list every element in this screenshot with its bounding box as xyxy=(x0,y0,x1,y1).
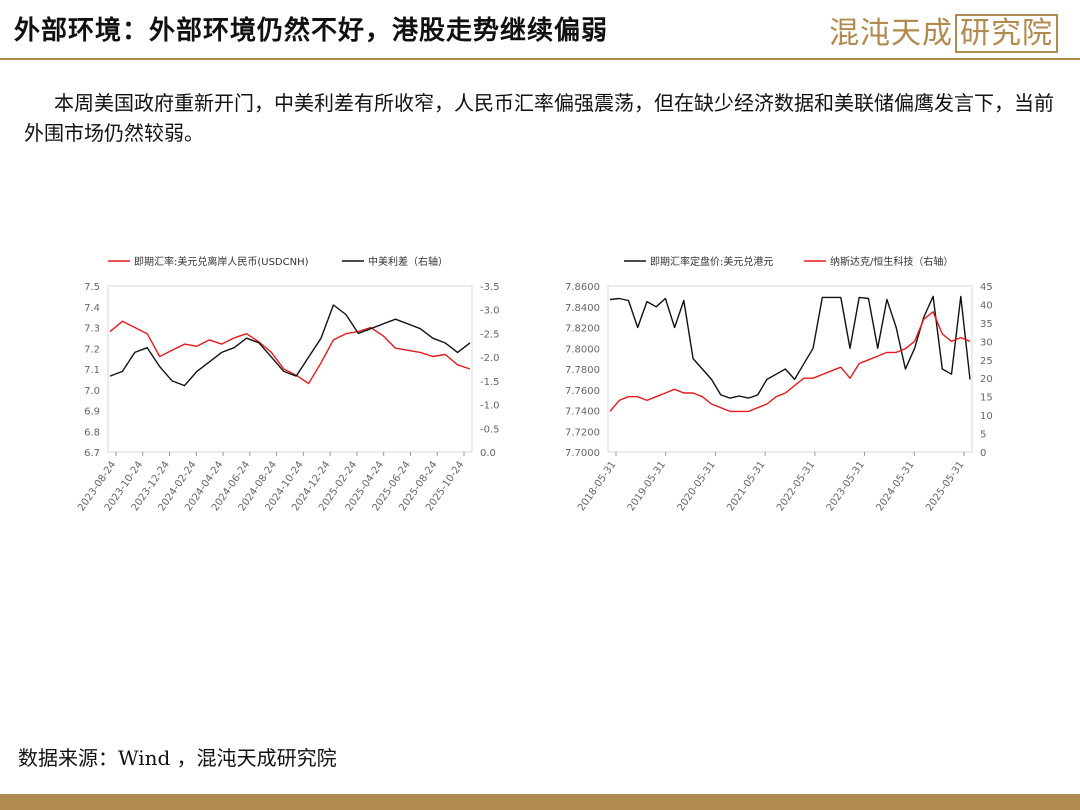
legend-label-0: 即期汇率定盘价:美元兑港元 xyxy=(650,255,773,268)
y-left-tick: 7.7200 xyxy=(565,427,600,438)
y-right-tick: -3.5 xyxy=(480,282,500,293)
chart-usdcnh-spread-svg: 即期汇率:美元兑离岸人民币(USDCNH) 中美利差（右轴） 7.5 7.4 7.3 7.… xyxy=(76,255,500,513)
x-tick-label: 2023-05-31 xyxy=(825,459,867,513)
y-left-tick: 7.7800 xyxy=(565,365,600,376)
legend-label-0: 即期汇率:美元兑离岸人民币(USDCNH) xyxy=(134,255,309,268)
y-right-tick: 45 xyxy=(980,282,993,293)
y-right-tick: -1.5 xyxy=(480,377,500,388)
y-right-tick: -3.0 xyxy=(480,306,500,317)
series-line-1 xyxy=(609,311,971,413)
y-left-tick: 7.8000 xyxy=(565,344,600,355)
legend-label-1: 中美利差（右轴） xyxy=(368,255,448,268)
plot-frame xyxy=(107,285,473,453)
footer-bar xyxy=(0,794,1080,810)
y-right-tick: 25 xyxy=(980,356,993,367)
y-right-tick: 35 xyxy=(980,319,993,330)
y-right-tick: 5 xyxy=(980,430,986,441)
y-left-tick: 6.9 xyxy=(84,407,100,418)
data-source-note: 数据来源：Wind ，混沌天成研究院 xyxy=(18,746,337,770)
y-left-tick: 7.7400 xyxy=(565,407,600,418)
y-right-tick: -0.5 xyxy=(480,424,500,435)
y-left-tick: 7.1 xyxy=(84,365,100,376)
x-tick-label: 2025-05-31 xyxy=(924,459,966,513)
y-left-tick: 7.7000 xyxy=(565,448,600,459)
chart-usdhkd-nasdaq-hstech: 即期汇率定盘价:美元兑港元 纳斯达克/恒生科技（右轴） 7.8600 7.8400 7.… xyxy=(560,240,1020,520)
y-right-tick: 40 xyxy=(980,300,993,311)
y-left-tick: 7.7600 xyxy=(565,386,600,397)
y-right-tick: -1.0 xyxy=(480,401,500,412)
y-left-tick: 7.0 xyxy=(84,386,100,397)
y-right-tick: -2.0 xyxy=(480,353,500,364)
y-left-tick: 7.4 xyxy=(84,303,100,314)
logo-text: 混沌天成 xyxy=(829,16,953,51)
x-tick-label: 2020-05-31 xyxy=(676,459,718,513)
header-divider xyxy=(0,58,1080,60)
y-right-tick: 0 xyxy=(980,448,986,459)
x-tick-label: 2021-05-31 xyxy=(725,459,767,513)
y-left-tick: 7.8600 xyxy=(565,282,600,293)
y-left-tick: 7.8200 xyxy=(565,324,600,335)
brand-logo: 混沌天成 研究院 xyxy=(829,8,1058,53)
page-title: 外部环境：外部环境仍然不好，港股走势继续偏弱 xyxy=(14,16,609,46)
y-left-tick: 7.5 xyxy=(84,282,100,293)
y-right-tick: 20 xyxy=(980,374,993,385)
y-left-tick: 7.3 xyxy=(84,324,100,335)
summary-paragraph: 本周美国政府重新开门，中美利差有所收窄，人民币汇率偏强震荡，但在缺少经济数据和美… xyxy=(24,91,1054,145)
y-right-tick: 0.0 xyxy=(480,448,496,459)
x-tick-label: 2022-05-31 xyxy=(775,459,817,513)
y-left-tick: 7.2 xyxy=(84,344,100,355)
logo-boxed-text: 研究院 xyxy=(955,14,1058,53)
y-left-tick: 6.7 xyxy=(84,448,100,459)
series-line-0 xyxy=(609,295,971,399)
y-left-tick: 6.8 xyxy=(84,427,100,438)
y-right-tick: 30 xyxy=(980,337,993,348)
x-tick-label: 2019-05-31 xyxy=(626,459,668,513)
plot-frame xyxy=(607,285,973,453)
y-right-tick: 10 xyxy=(980,411,993,422)
series-line-0 xyxy=(109,320,471,385)
y-left-tick: 7.8400 xyxy=(565,303,600,314)
chart-usdcnh-spread: 即期汇率:美元兑离岸人民币(USDCNH) 中美利差（右轴） 7.5 7.4 7.3 7.… xyxy=(60,240,520,520)
series-line-1 xyxy=(109,304,471,387)
x-tick-label: 2024-05-31 xyxy=(874,459,916,513)
y-right-tick: 15 xyxy=(980,393,993,404)
chart-usdhkd-nasdaq-hstech-svg: 即期汇率定盘价:美元兑港元 纳斯达克/恒生科技（右轴） 7.8600 7.8400 7.… xyxy=(565,255,993,513)
y-right-tick: -2.5 xyxy=(480,329,500,340)
x-tick-label: 2018-05-31 xyxy=(576,459,618,513)
legend-label-1: 纳斯达克/恒生科技（右轴） xyxy=(830,255,953,268)
